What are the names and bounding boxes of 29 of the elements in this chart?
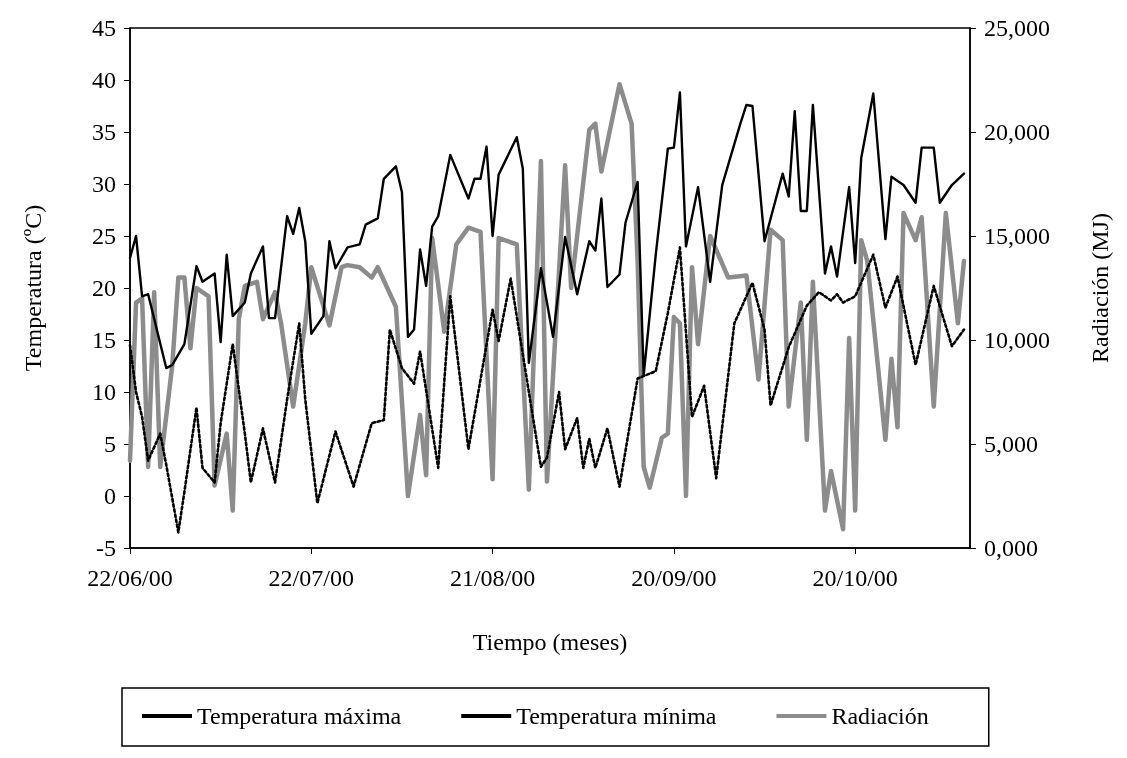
y-axis-title: Temperatura (ºC)	[20, 204, 46, 372]
y-tick-label: 45	[92, 15, 116, 41]
x-tick-label: 20/10/00	[812, 565, 898, 591]
y2-tick-label: 5,000	[984, 431, 1038, 457]
x-tick-label: 22/07/00	[268, 565, 354, 591]
y-tick-label: 5	[104, 431, 116, 457]
y-tick-label: 35	[92, 119, 116, 145]
y-tick-label: 20	[92, 275, 116, 301]
y-tick-label: 10	[92, 379, 116, 405]
y2-tick-label: 20,000	[984, 119, 1050, 145]
x-tick-label: 20/09/00	[631, 565, 717, 591]
x-tick-label: 21/08/00	[449, 565, 536, 591]
y-tick-label: 30	[92, 171, 116, 197]
line-series	[127, 81, 967, 532]
legend-label: Temperatura máxima	[197, 703, 402, 729]
y-tick-label: 15	[92, 327, 116, 353]
y2-tick-label: 15,000	[984, 223, 1050, 249]
legend-label: Temperatura mínima	[516, 703, 717, 729]
x-tick-label: 22/06/00	[87, 565, 173, 591]
legend-label: Radiación	[831, 703, 929, 729]
y2-tick-label: 25,000	[984, 15, 1050, 41]
y-tick-label: 40	[92, 67, 116, 93]
y2-tick-label: 10,000	[984, 327, 1050, 353]
y2-axis-title: Radiación (MJ)	[1087, 213, 1113, 363]
y-tick-label: 0	[104, 483, 116, 509]
y2-tick-label: 0,000	[984, 535, 1038, 561]
y-tick-label: -5	[96, 535, 116, 561]
y-tick-label: 25	[92, 223, 116, 249]
x-axis-title: Tiempo (meses)	[472, 629, 628, 655]
